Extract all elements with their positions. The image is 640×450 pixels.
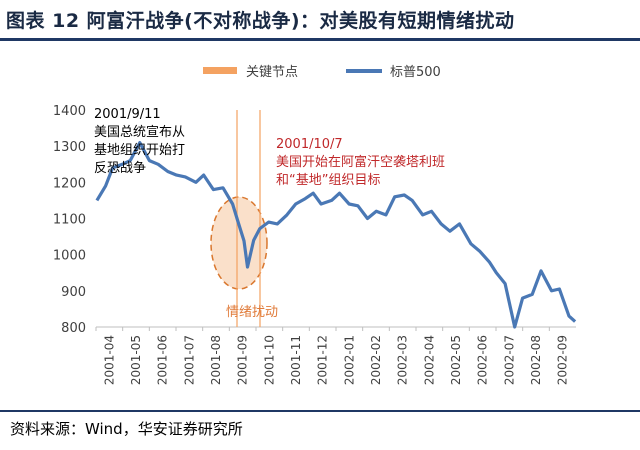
legend: 关键节点 标普500: [203, 65, 441, 80]
y-tick-label: 1100: [53, 213, 86, 228]
event-1007-line1: 2001/10/7: [276, 137, 343, 152]
x-tick-label: 2001-05: [129, 335, 143, 385]
y-tick-label: 1300: [53, 140, 86, 155]
x-tick-label: 2002-04: [422, 335, 436, 385]
x-tick-label: 2002-03: [396, 335, 410, 385]
disturbance-ellipse: [210, 196, 268, 290]
x-tick-label: 2002-06: [476, 335, 490, 385]
event-1007-line3: 和“基地”组织目标: [276, 173, 380, 188]
event-911-line3: 基地组织开始打: [94, 143, 185, 158]
event-911-line1: 2001/9/11: [94, 107, 161, 122]
x-tick-label: 2002-08: [529, 335, 543, 385]
x-tick-label: 2002-07: [502, 335, 516, 385]
x-tick-label: 2001-08: [209, 335, 223, 385]
x-tick-label: 2001-09: [236, 335, 250, 385]
x-axis: 2001-04 2001-05 2001-06 2001-07 2001-08 2001-…: [95, 327, 570, 385]
x-tick-label: 2002-02: [369, 335, 383, 385]
y-tick-label: 1000: [53, 249, 86, 264]
x-tick-label: 2001-11: [289, 335, 303, 385]
event-label-911: 2001/9/11 美国总统宣布从 基地组织开始打 反恐战争: [94, 107, 189, 176]
title-divider: [0, 38, 640, 41]
x-tick-label: 2001-10: [262, 335, 276, 385]
x-tick-label: 2001-06: [156, 335, 170, 385]
event-911-line4: 反恐战争: [94, 161, 146, 176]
y-tick-label: 1200: [53, 176, 86, 191]
x-tick-label: 2002-09: [556, 335, 570, 385]
chart-svg: 关键节点 标普500 800 900 1000 1100 1200 1300 1400 20…: [53, 65, 577, 385]
legend-label-key-events: 关键节点: [246, 65, 298, 80]
y-tick-label: 900: [61, 285, 86, 300]
x-tick-label: 2001-12: [316, 335, 330, 385]
event-911-line2: 美国总统宣布从: [94, 124, 185, 140]
y-tick-label: 1400: [53, 104, 86, 119]
page-title: 图表 12 阿富汗战争(不对称战争)：对美股有短期情绪扰动: [6, 10, 515, 32]
footer-divider: [0, 410, 640, 412]
x-tick-label: 2002-05: [449, 335, 463, 385]
x-tick-label: 2001-04: [102, 335, 116, 385]
x-tick-label: 2002-01: [342, 335, 356, 385]
y-tick-label: 800: [61, 321, 86, 336]
legend-label-sp500: 标普500: [390, 65, 441, 80]
event-1007-line2: 美国开始在阿富汗空袭塔利班: [276, 154, 445, 170]
event-label-1007: 2001/10/7 美国开始在阿富汗空袭塔利班 和“基地”组织目标: [276, 137, 449, 188]
source-note: 资料来源：Wind，华安证券研究所: [10, 420, 243, 438]
x-tick-label: 2001-07: [182, 335, 196, 385]
disturbance-label: 情绪扰动: [226, 305, 278, 320]
series-line-sp500: [95, 141, 577, 329]
legend-swatch-key-events: [203, 67, 237, 74]
y-axis: 800 900 1000 1100 1200 1300 1400: [53, 104, 86, 336]
